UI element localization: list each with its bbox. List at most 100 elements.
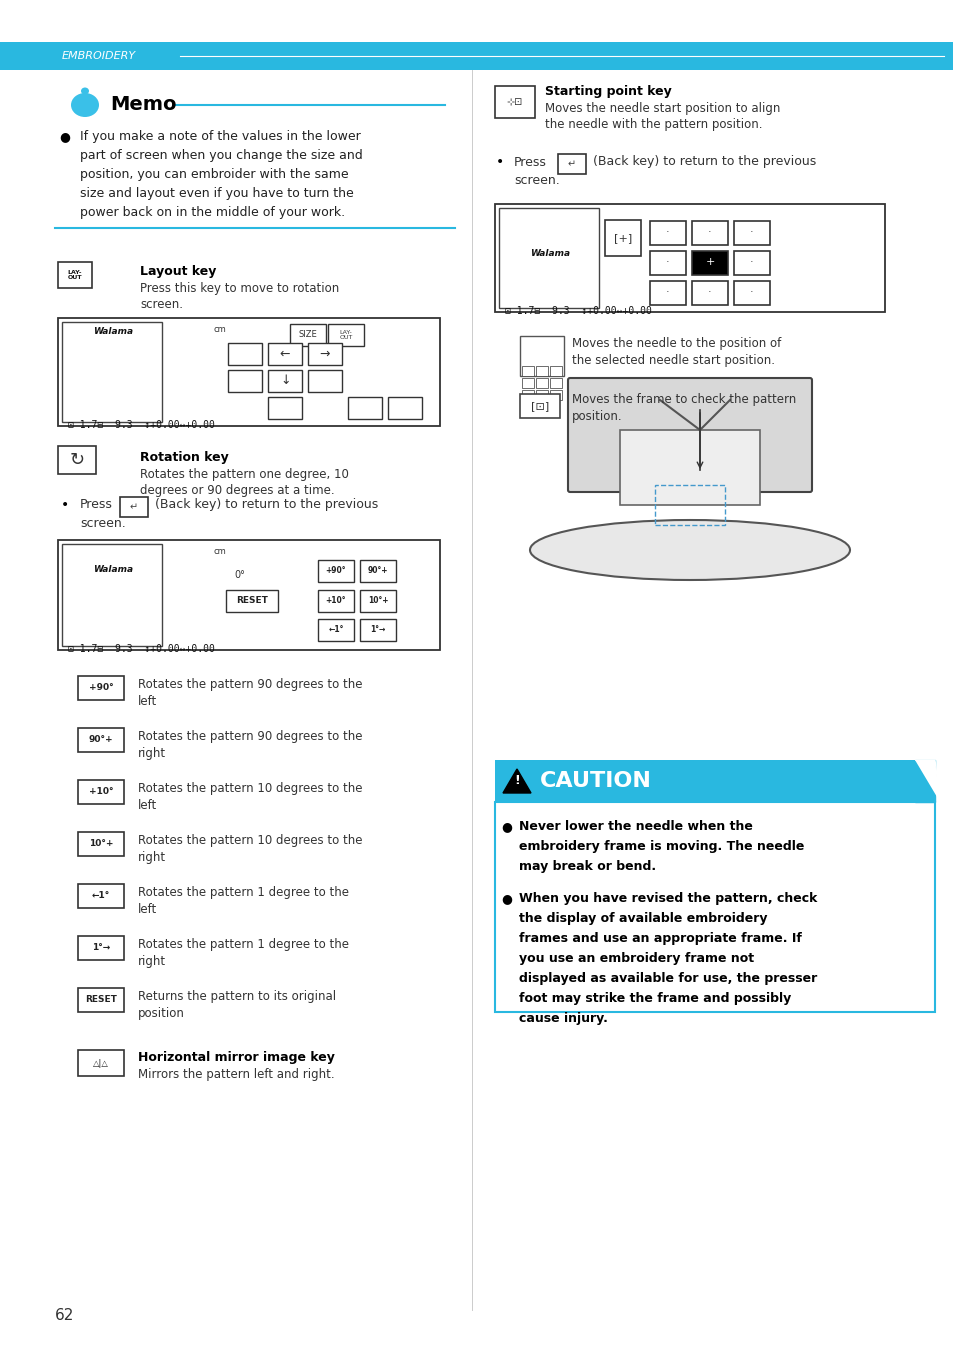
FancyBboxPatch shape	[567, 377, 811, 492]
Text: Press: Press	[514, 155, 546, 168]
Bar	[317, 590, 354, 612]
Bar	[521, 377, 534, 388]
Bar	[495, 760, 914, 802]
Text: Moves the needle to the position of: Moves the needle to the position of	[572, 337, 781, 350]
Bar	[550, 390, 561, 400]
Text: ·: ·	[665, 257, 669, 267]
Text: [⊡]: [⊡]	[530, 400, 549, 411]
Text: Rotates the pattern 90 degrees to the: Rotates the pattern 90 degrees to the	[138, 678, 362, 692]
Bar	[388, 398, 421, 419]
Text: 10°+: 10°+	[89, 840, 113, 848]
Text: Press: Press	[80, 499, 112, 511]
Text: Memo: Memo	[110, 96, 176, 115]
Text: Starting point key: Starting point key	[544, 85, 671, 98]
Bar	[495, 204, 884, 311]
Text: right: right	[138, 851, 166, 864]
Text: •: •	[61, 497, 69, 512]
Text: ←1°: ←1°	[91, 891, 110, 900]
Text: ·: ·	[749, 257, 753, 267]
Bar	[78, 1050, 124, 1076]
Text: ←: ←	[279, 348, 290, 360]
Text: ↻: ↻	[70, 452, 85, 469]
Text: RESET: RESET	[85, 996, 117, 1004]
Text: Walama: Walama	[529, 249, 570, 259]
Bar	[78, 675, 124, 700]
Text: right: right	[138, 954, 166, 968]
Text: 10°+: 10°+	[367, 597, 388, 605]
Text: 1°→: 1°→	[370, 625, 385, 635]
Bar	[733, 280, 769, 305]
Text: 0°: 0°	[234, 570, 245, 580]
Bar	[519, 336, 563, 376]
Bar	[359, 590, 395, 612]
Text: ●: ●	[501, 892, 512, 905]
Text: may break or bend.: may break or bend.	[518, 860, 656, 874]
Text: →: →	[319, 348, 330, 360]
Text: (Back key) to return to the previous: (Back key) to return to the previous	[593, 155, 816, 168]
Text: LAY-
OUT: LAY- OUT	[339, 330, 353, 340]
Bar	[498, 208, 598, 307]
Text: Rotates the pattern 1 degree to the: Rotates the pattern 1 degree to the	[138, 938, 349, 950]
Text: left: left	[138, 799, 157, 811]
Polygon shape	[914, 760, 934, 802]
Text: Press this key to move to rotation: Press this key to move to rotation	[140, 282, 339, 295]
Bar	[619, 430, 760, 506]
Text: ↵: ↵	[567, 159, 576, 168]
Text: Moves the frame to check the pattern: Moves the frame to check the pattern	[572, 394, 796, 406]
Bar	[733, 221, 769, 245]
Text: ↵: ↵	[130, 501, 138, 512]
Bar	[290, 324, 326, 346]
Bar	[328, 324, 364, 346]
Bar	[0, 42, 953, 70]
Text: !: !	[514, 775, 519, 787]
Bar	[519, 394, 559, 418]
Text: +: +	[704, 257, 714, 267]
Text: 90°+: 90°+	[367, 566, 388, 576]
Bar	[78, 832, 124, 856]
Text: ·: ·	[749, 287, 753, 297]
Bar	[58, 541, 439, 650]
Text: Layout key: Layout key	[140, 266, 216, 278]
Bar	[58, 262, 91, 288]
Bar	[558, 154, 585, 174]
Text: +10°: +10°	[325, 597, 346, 605]
Bar	[62, 322, 162, 422]
Text: screen.: screen.	[514, 174, 559, 187]
Bar	[348, 398, 381, 419]
Text: Horizontal mirror image key: Horizontal mirror image key	[138, 1051, 335, 1064]
Text: +90°: +90°	[325, 566, 346, 576]
Text: 90°+: 90°+	[89, 736, 113, 744]
Bar	[226, 590, 277, 612]
Bar	[58, 446, 96, 474]
Text: cause injury.: cause injury.	[518, 1012, 607, 1024]
Text: the selected needle start position.: the selected needle start position.	[572, 355, 774, 367]
Text: ·: ·	[665, 287, 669, 297]
Bar	[78, 884, 124, 909]
Text: ⊡ 1.7⊟  9.3  ↕+0.00↔+0.00: ⊡ 1.7⊟ 9.3 ↕+0.00↔+0.00	[68, 421, 214, 430]
Text: the display of available embroidery: the display of available embroidery	[518, 913, 767, 925]
Bar	[78, 728, 124, 752]
Text: ·: ·	[707, 226, 711, 237]
Text: foot may strike the frame and possibly: foot may strike the frame and possibly	[518, 992, 790, 1006]
Text: +10°: +10°	[89, 787, 113, 797]
Bar	[649, 280, 685, 305]
Bar	[268, 342, 302, 365]
Text: degrees or 90 degrees at a time.: degrees or 90 degrees at a time.	[140, 484, 335, 497]
Bar	[268, 369, 302, 392]
Text: ·: ·	[749, 226, 753, 237]
Text: Never lower the needle when the: Never lower the needle when the	[518, 820, 752, 833]
Text: power back on in the middle of your work.: power back on in the middle of your work…	[80, 206, 345, 218]
Text: ●: ●	[501, 820, 512, 833]
Bar	[691, 280, 727, 305]
Text: Rotates the pattern 90 degrees to the: Rotates the pattern 90 degrees to the	[138, 731, 362, 743]
Bar	[495, 86, 535, 119]
Bar	[78, 936, 124, 960]
Text: ←1°: ←1°	[328, 625, 343, 635]
Bar	[691, 251, 727, 275]
Text: left: left	[138, 696, 157, 708]
Bar	[78, 780, 124, 803]
Polygon shape	[502, 768, 531, 793]
Text: +90°: +90°	[89, 683, 113, 693]
Text: LAY-
OUT: LAY- OUT	[68, 270, 82, 280]
Text: Rotates the pattern 1 degree to the: Rotates the pattern 1 degree to the	[138, 886, 349, 899]
